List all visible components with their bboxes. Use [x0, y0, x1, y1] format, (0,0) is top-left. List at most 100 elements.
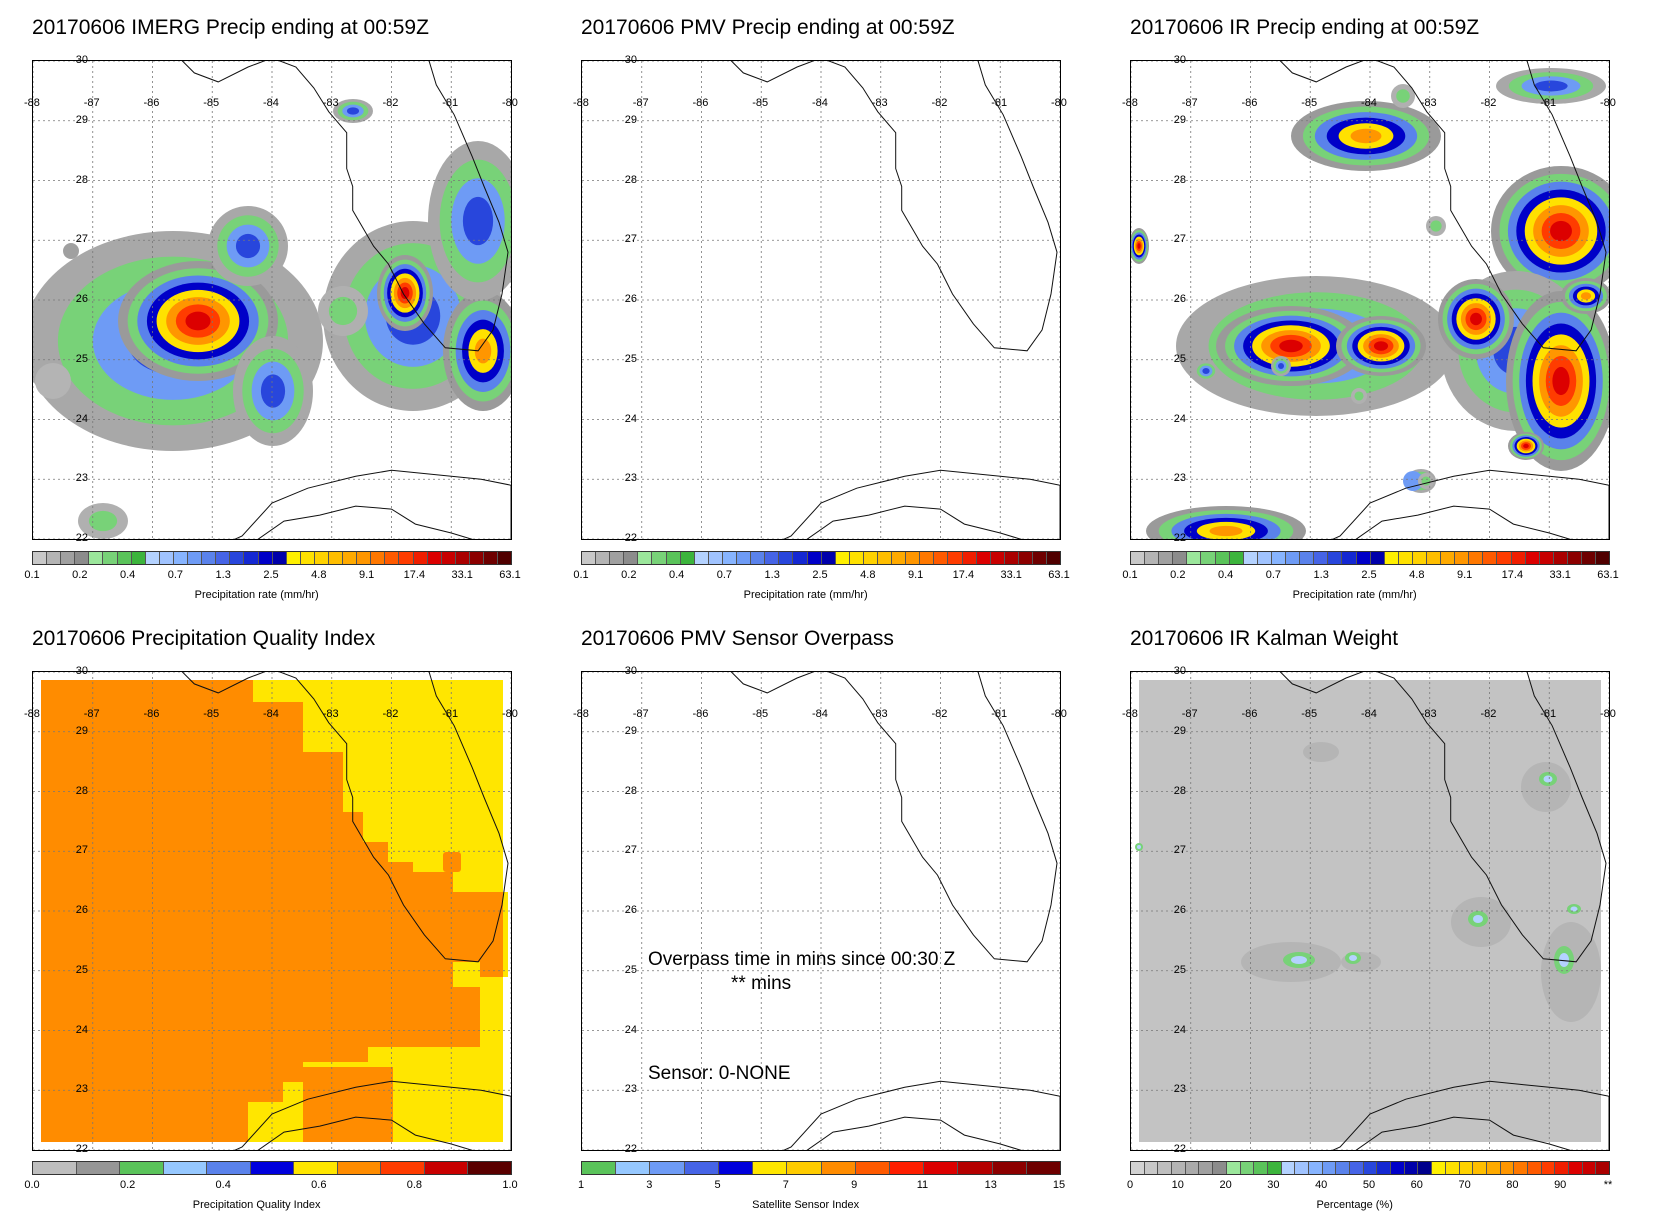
- colorbar-swatch: [1511, 552, 1526, 564]
- panel-title: 20170606 PMV Precip ending at 00:59Z: [581, 16, 955, 39]
- precip-blob: [185, 311, 211, 331]
- colorbar-swatch: [1300, 552, 1315, 564]
- lat-tick-label: 26: [75, 293, 88, 305]
- lon-tick-label: -84: [1361, 96, 1377, 109]
- colorbar-swatch: [1459, 1162, 1474, 1174]
- colorbar: [1130, 551, 1610, 565]
- precip-blob: [88, 510, 118, 532]
- lon-tick-label: -83: [871, 707, 888, 720]
- coastline-cuba: [783, 469, 1060, 539]
- panel-title: 20170606 IMERG Precip ending at 00:59Z: [32, 16, 429, 39]
- colorbar-swatch: [1201, 552, 1216, 564]
- colorbar-swatch: [103, 552, 118, 564]
- precip-blob: [1550, 220, 1572, 242]
- lat-tick-label: 24: [1173, 412, 1186, 425]
- colorbar-tick-label: 40: [1315, 1179, 1328, 1191]
- map-canvas: [582, 672, 1060, 1150]
- colorbar-swatch: [596, 552, 611, 564]
- colorbar-swatch: [582, 552, 597, 564]
- lon-tick-label: -86: [1241, 96, 1258, 109]
- colorbar-swatch: [484, 552, 499, 564]
- kalman-weight-core: [1137, 845, 1141, 849]
- coastline-florida: [181, 672, 509, 963]
- precip-blob: [1552, 366, 1570, 396]
- lat-tick-label: 27: [624, 844, 637, 857]
- colorbar-tick-label: 1.3: [1313, 569, 1329, 581]
- lon-tick-label: -81: [442, 96, 459, 109]
- colorbar-tick-label: 63.1: [1597, 569, 1619, 581]
- colorbar-swatch: [337, 1162, 382, 1174]
- lat-tick-label: 30: [1173, 54, 1186, 66]
- lon-tick-label: -84: [263, 707, 279, 720]
- lat-tick-label: 28: [624, 173, 637, 186]
- colorbar-tick-label: 2.5: [812, 569, 828, 581]
- colorbar-swatch: [1018, 552, 1033, 564]
- colorbar-swatch: [244, 552, 259, 564]
- lat-tick-label: 24: [75, 1023, 88, 1036]
- colorbar: [581, 1161, 1061, 1175]
- colorbar-swatch: [207, 1162, 251, 1174]
- precip-blob: [1523, 443, 1529, 449]
- overpass-text: Overpass time in mins since 00:30 Z: [648, 949, 956, 970]
- lon-tick-label: -85: [1301, 707, 1318, 720]
- colorbar-swatch: [230, 552, 245, 564]
- lon-tick-label: -87: [632, 707, 649, 720]
- colorbar-swatch: [1514, 1162, 1528, 1174]
- lat-tick-label: 29: [624, 724, 637, 737]
- precip-blob: [462, 196, 494, 246]
- lat-tick-label: 24: [1173, 1023, 1186, 1036]
- precip-blob: [1279, 339, 1303, 353]
- colorbar-swatch: [33, 552, 48, 564]
- colorbar-swatch: [76, 1162, 121, 1174]
- colorbar-swatch: [616, 1162, 651, 1174]
- colorbar-swatch: [948, 552, 963, 564]
- colorbar-swatch: [821, 552, 836, 564]
- colorbar-tick-label: 33.1: [1549, 569, 1571, 581]
- lat-tick-label: 23: [1173, 1083, 1186, 1096]
- colorbar-swatch: [385, 552, 400, 564]
- lat-tick-label: 30: [75, 665, 88, 677]
- coastline-cuba: [806, 505, 1022, 539]
- coastline-cuba: [257, 505, 473, 539]
- colorbar-swatch: [120, 1162, 164, 1174]
- colorbar-swatch: [976, 552, 991, 564]
- colorbar-tick-label: 9.1: [907, 569, 924, 581]
- map-canvas: [1131, 61, 1609, 539]
- colorbar-swatch: [1033, 552, 1048, 564]
- lat-tick-label: 28: [75, 173, 88, 186]
- colorbar-swatch: [1047, 552, 1061, 564]
- colorbar-swatch: [424, 1162, 469, 1174]
- lat-tick-label: 29: [75, 113, 88, 126]
- colorbar-swatch: [61, 552, 76, 564]
- colorbar-swatch: [779, 552, 794, 564]
- lon-tick-label: -81: [442, 707, 459, 720]
- lat-tick-label: 23: [75, 472, 88, 485]
- quality-patch: [443, 852, 461, 872]
- colorbar-tick-label: 1.3: [764, 569, 780, 581]
- colorbar-swatch: [1455, 552, 1470, 564]
- lon-tick-label: -81: [1540, 707, 1557, 720]
- map-canvas: [582, 61, 1060, 539]
- lat-tick-label: 25: [1173, 963, 1186, 976]
- colorbar-tick-label: 17.4: [952, 569, 975, 581]
- colorbar-swatch: [1473, 1162, 1487, 1174]
- colorbar-tick-label: 2.5: [1361, 569, 1377, 581]
- colorbar-swatch: [498, 552, 512, 564]
- colorbar-swatch: [718, 1162, 754, 1174]
- lat-tick-label: 25: [624, 963, 637, 976]
- lat-tick-label: 22: [1173, 532, 1186, 544]
- colorbar-swatch: [1267, 1162, 1282, 1174]
- lon-tick-label: -80: [1600, 96, 1616, 109]
- colorbar-swatch: [1483, 552, 1498, 564]
- colorbar-swatch: [652, 552, 667, 564]
- lon-tick-label: -88: [573, 96, 589, 109]
- precip-blob: [1534, 80, 1568, 92]
- colorbar-swatch: [1185, 1162, 1200, 1174]
- colorbar-swatch: [906, 552, 921, 564]
- colorbar-swatch: [357, 552, 372, 564]
- lat-tick-label: 30: [75, 54, 88, 66]
- colorbar-swatch: [33, 1162, 77, 1174]
- lon-tick-label: -82: [382, 96, 399, 109]
- colorbar-tick-label: 0.7: [716, 569, 733, 581]
- lon-tick-label: -86: [692, 707, 709, 720]
